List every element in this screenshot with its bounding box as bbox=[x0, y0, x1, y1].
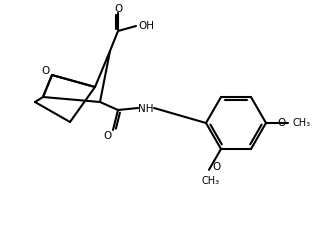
Text: OH: OH bbox=[138, 21, 154, 31]
Text: O: O bbox=[114, 4, 122, 14]
Text: O: O bbox=[278, 118, 286, 128]
Text: CH₃: CH₃ bbox=[202, 175, 220, 185]
Text: CH₃: CH₃ bbox=[293, 118, 311, 128]
Text: NH: NH bbox=[138, 103, 154, 113]
Text: O: O bbox=[103, 131, 111, 140]
Text: O: O bbox=[212, 161, 220, 171]
Text: O: O bbox=[41, 66, 49, 76]
